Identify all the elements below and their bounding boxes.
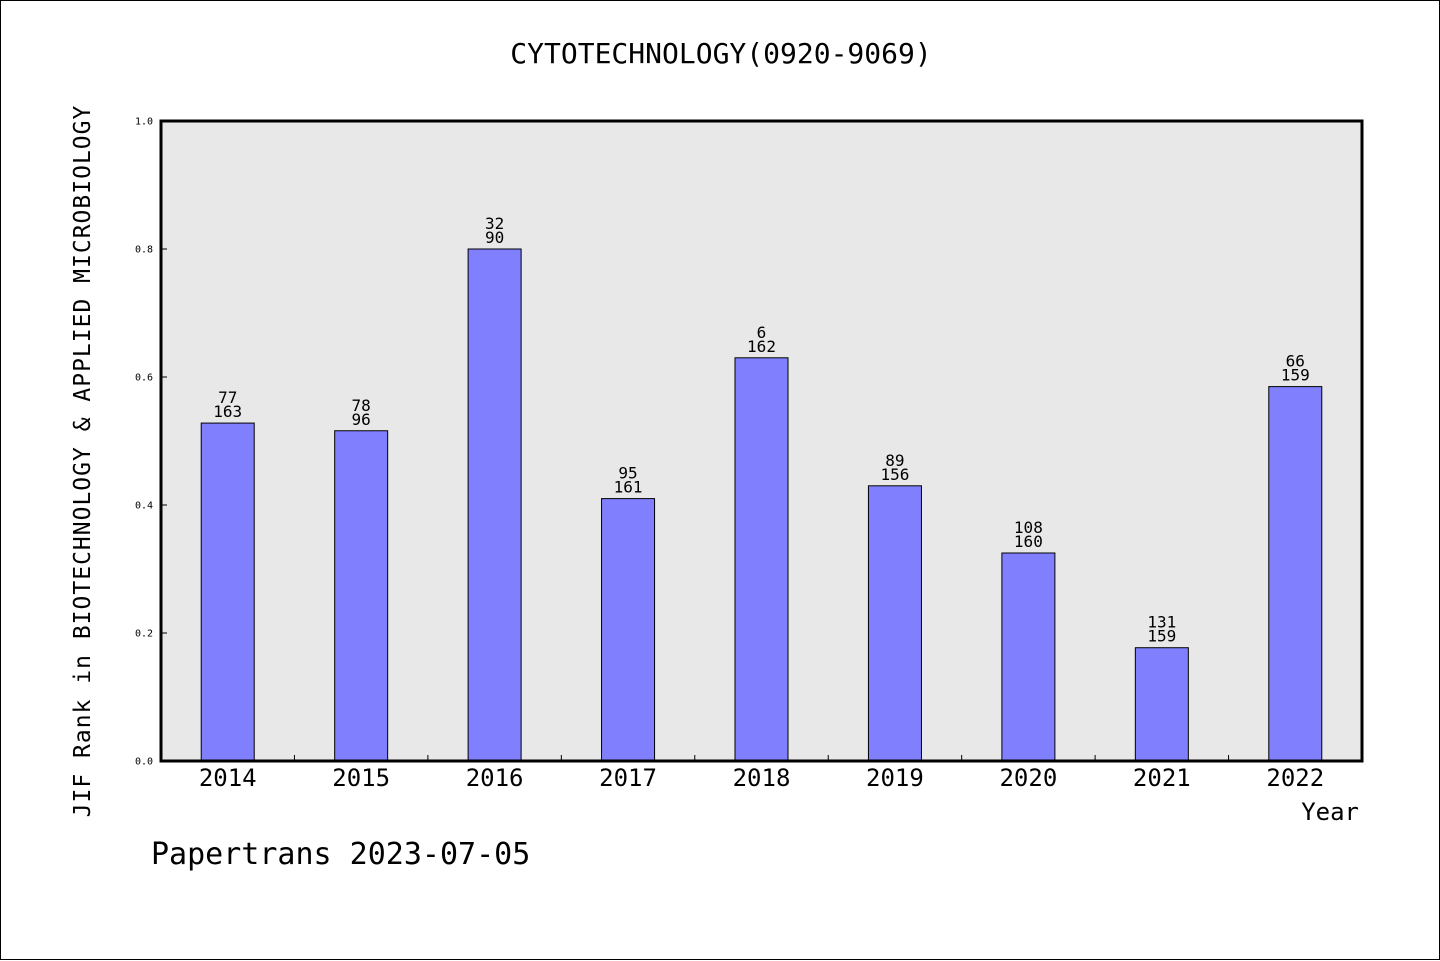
x-tick-label: 2020 [999, 764, 1057, 792]
x-tick-label: 2017 [599, 764, 657, 792]
bar [1268, 386, 1323, 762]
x-tick-label: 2021 [1133, 764, 1191, 792]
bar [200, 422, 255, 762]
y-tick-label: 0.6 [135, 373, 153, 384]
x-tick-label: 2022 [1266, 764, 1324, 792]
y-tick-label: 0.2 [135, 629, 153, 640]
bar [1134, 647, 1189, 762]
plot-border [159, 119, 1364, 763]
bar-total-label: 160 [1014, 532, 1043, 551]
bar [1001, 552, 1056, 762]
y-tick-label: 0.8 [135, 245, 153, 256]
x-axis-label: Year [1301, 798, 1359, 826]
bar-rank-label: 32 [485, 214, 504, 233]
bar-total-label: 96 [352, 410, 371, 429]
y-tick-label: 0.0 [135, 757, 153, 768]
bar [734, 357, 789, 762]
bar-rank-label: 131 [1147, 613, 1176, 632]
bar-rank-label: 77 [218, 388, 237, 407]
bar-total-label: 156 [880, 465, 909, 484]
y-tick-label: 0.4 [135, 501, 153, 512]
bar-rank-label: 6 [757, 323, 767, 342]
bar [601, 498, 656, 762]
y-tick-label: 1.0 [135, 117, 153, 128]
bar-total-label: 90 [485, 228, 504, 247]
x-tick-label: 2014 [199, 764, 257, 792]
bar-rank-label: 89 [885, 451, 904, 470]
bar-total-label: 159 [1281, 366, 1310, 385]
x-tick-label: 2015 [332, 764, 390, 792]
x-tick-label: 2018 [733, 764, 791, 792]
bar [334, 430, 389, 762]
chart-title: CYTOTECHNOLOGY(0920-9069) [510, 37, 932, 70]
bar-rank-label: 78 [352, 396, 371, 415]
footer-watermark: Papertrans 2023-07-05 [151, 837, 531, 872]
x-tick-label: 2016 [466, 764, 524, 792]
bar-total-label: 161 [614, 478, 643, 497]
bar [867, 485, 922, 762]
bar [467, 248, 522, 762]
bar-rank-label: 95 [618, 464, 637, 483]
bar-rank-label: 66 [1286, 352, 1305, 371]
x-tick-label: 2019 [866, 764, 924, 792]
bar-total-label: 159 [1147, 627, 1176, 646]
bar-total-label: 162 [747, 337, 776, 356]
bar-total-label: 163 [213, 402, 242, 421]
bar-rank-label: 108 [1014, 518, 1043, 537]
